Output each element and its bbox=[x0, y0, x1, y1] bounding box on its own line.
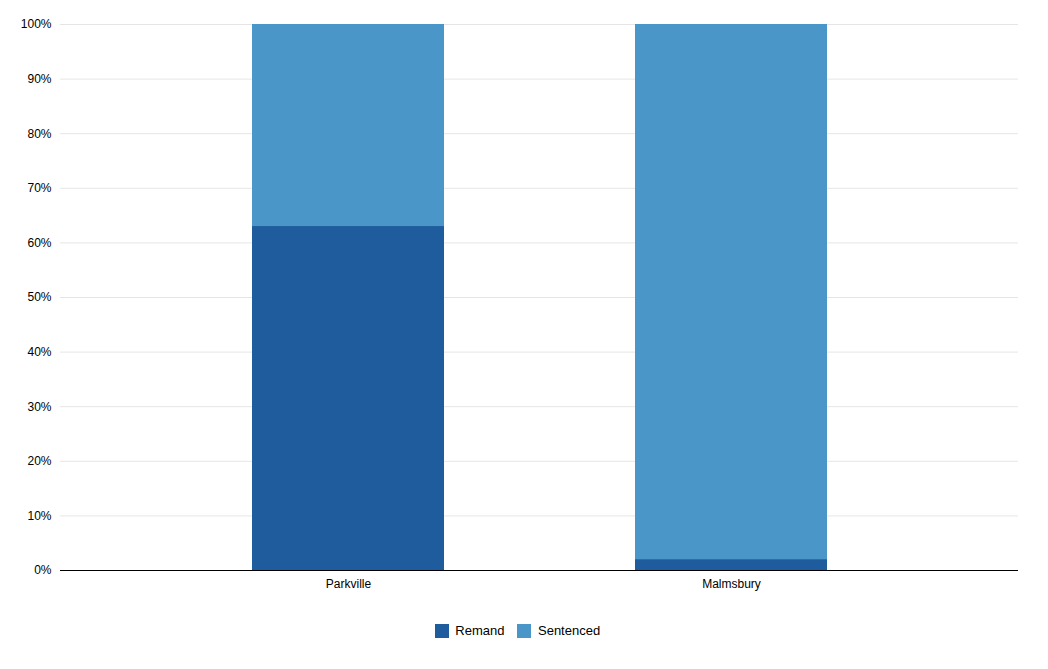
svg-text:50%: 50% bbox=[27, 290, 51, 304]
svg-text:100%: 100% bbox=[21, 17, 52, 31]
svg-text:Malmsbury: Malmsbury bbox=[702, 577, 761, 591]
html-text:Remand: Remand bbox=[455, 623, 505, 638]
svg-text:0%: 0% bbox=[34, 563, 52, 577]
svg-text:30%: 30% bbox=[27, 400, 51, 414]
svg-text:70%: 70% bbox=[27, 181, 51, 195]
svg-text:90%: 90% bbox=[27, 72, 51, 86]
svg-text:20%: 20% bbox=[27, 454, 51, 468]
svg-text:10%: 10% bbox=[27, 509, 51, 523]
svg-text:60%: 60% bbox=[27, 236, 51, 250]
svg-text:80%: 80% bbox=[27, 127, 51, 141]
svg-text:40%: 40% bbox=[27, 345, 51, 359]
html-text:Sentenced: Sentenced bbox=[538, 623, 601, 638]
svg-text:Parkville: Parkville bbox=[326, 577, 372, 591]
